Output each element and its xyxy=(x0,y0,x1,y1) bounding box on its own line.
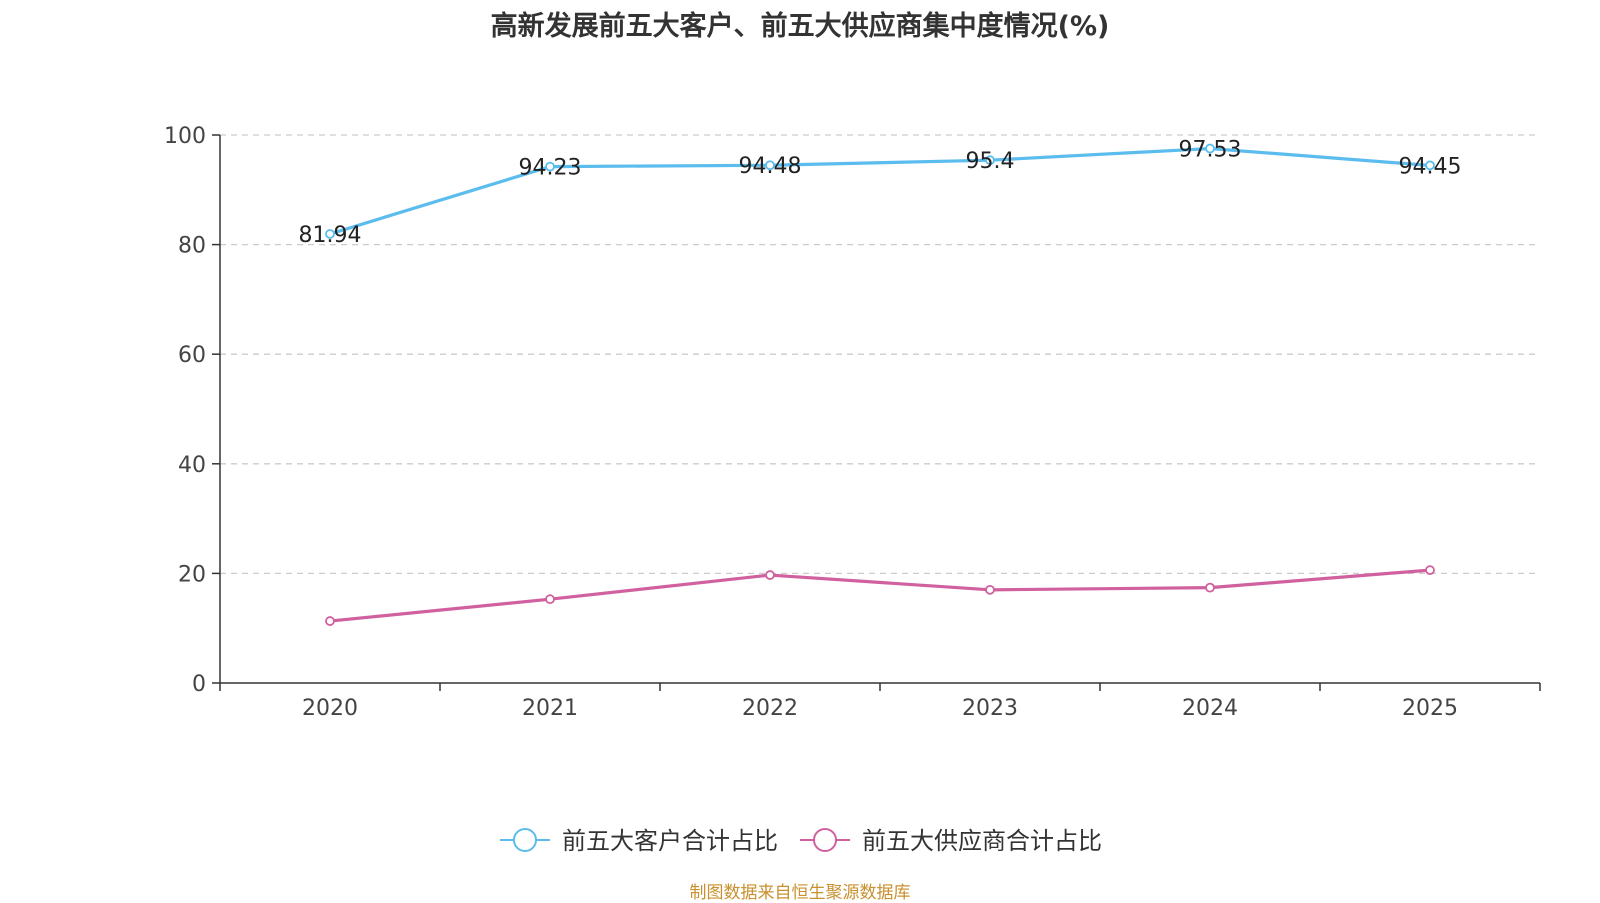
y-tick-label: 0 xyxy=(192,672,206,697)
data-point xyxy=(325,229,335,239)
y-tick-label: 80 xyxy=(178,234,206,259)
data-point xyxy=(545,594,555,605)
data-point xyxy=(1425,565,1435,576)
x-tick-label: 2023 xyxy=(962,696,1018,721)
x-tick-label: 2021 xyxy=(522,696,578,721)
data-point xyxy=(765,160,775,171)
legend-marker xyxy=(813,828,837,852)
series-line-1 xyxy=(329,146,1431,236)
data-label: 97.53 xyxy=(1179,138,1242,163)
x-tick-label: 2024 xyxy=(1182,696,1238,721)
data-point xyxy=(985,155,995,166)
data-point xyxy=(1425,160,1435,171)
x-tick-label: 2020 xyxy=(302,696,358,721)
data-point xyxy=(1205,143,1215,154)
data-label: 94.23 xyxy=(519,156,582,181)
x-tick-label: 2025 xyxy=(1402,696,1458,721)
legend-label: 前五大客户合计占比 xyxy=(562,827,778,855)
x-tick-label: 2022 xyxy=(742,696,798,721)
series-line-2 xyxy=(329,568,1431,623)
data-point xyxy=(765,570,775,580)
data-point xyxy=(545,161,555,172)
data-label: 81.94 xyxy=(299,223,362,248)
legend-marker xyxy=(513,828,537,852)
source-note: 制图数据来自恒生聚源数据库 xyxy=(689,883,911,903)
y-tick-label: 20 xyxy=(178,562,206,587)
data-point xyxy=(985,584,995,595)
legend-label: 前五大供应商合计占比 xyxy=(862,827,1102,855)
y-tick-label: 40 xyxy=(178,453,206,478)
data-label: 94.45 xyxy=(1399,154,1462,179)
y-tick-label: 100 xyxy=(164,124,206,149)
data-point xyxy=(1205,582,1215,593)
data-label: 95.4 xyxy=(966,149,1015,174)
data-label: 94.48 xyxy=(739,154,802,179)
chart-title: 高新发展前五大客户、前五大供应商集中度情况(%) xyxy=(490,11,1110,42)
y-tick-label: 60 xyxy=(178,343,206,368)
data-point xyxy=(325,616,335,626)
